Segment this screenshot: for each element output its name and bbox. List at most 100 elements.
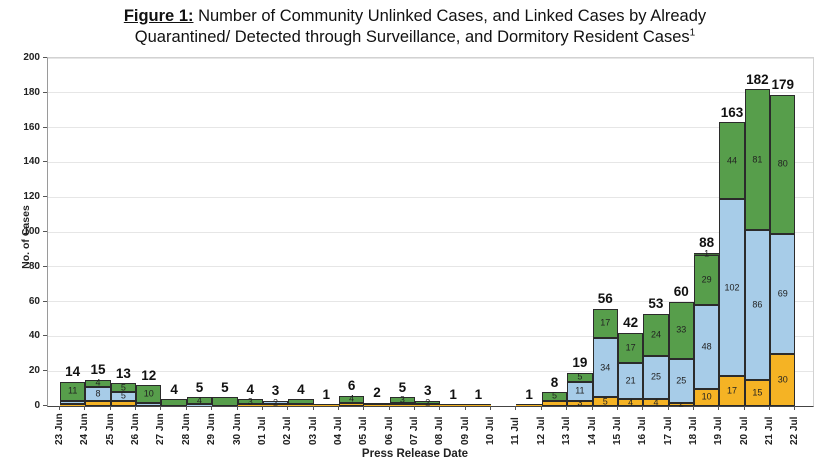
bar-segment-green: 2 xyxy=(415,398,441,407)
x-tick-mark xyxy=(109,406,111,410)
bar-segment-orange: 4 xyxy=(617,398,644,407)
bar-total-label: 4 xyxy=(246,381,254,397)
bar-segment-orange: 5 xyxy=(592,397,618,406)
segment-value-label: 2 xyxy=(425,397,431,408)
gridline xyxy=(48,266,813,268)
bar-segment-green: 3 xyxy=(237,397,263,406)
segment-value-label: 102 xyxy=(724,282,740,293)
y-tick-label: 120 xyxy=(23,191,40,203)
x-tick-mark xyxy=(287,406,289,410)
bar-segment-orange: 15 xyxy=(744,379,771,406)
bar-total-label: 88 xyxy=(699,235,715,251)
bar-segment-blue: 25 xyxy=(643,355,669,400)
bar-segment-green: 10 xyxy=(136,385,162,403)
x-tick-mark xyxy=(591,406,593,410)
bar-segment-orange xyxy=(85,400,111,406)
bar-total-label: 6 xyxy=(347,378,356,394)
bar-segment-orange xyxy=(389,404,416,406)
bar-segment-orange xyxy=(60,404,86,406)
bar-segment-blue: 86 xyxy=(744,230,771,380)
y-tick-label: 180 xyxy=(23,86,40,98)
x-tick-label: 15 Jul xyxy=(611,416,623,445)
bar-total-label: 5 xyxy=(398,379,407,395)
x-tick-mark xyxy=(337,406,339,410)
x-tick-mark xyxy=(693,406,694,410)
x-tick-label: 04 Jul xyxy=(332,416,344,445)
x-tick-label: 23 Jun xyxy=(54,413,65,445)
segment-value-label: 86 xyxy=(752,299,763,310)
bar-total-label: 5 xyxy=(221,379,229,395)
bar-segment-orange xyxy=(262,404,289,406)
bar-segment-orange xyxy=(415,404,441,406)
segment-value-label: 3 xyxy=(247,396,253,407)
bar-total-label: 1 xyxy=(322,386,331,402)
bar-total-label: 60 xyxy=(673,284,689,300)
x-tick-label: 30 Jun xyxy=(231,413,243,445)
bar-segment-green xyxy=(288,399,314,405)
bar-segment-green xyxy=(161,399,187,406)
bar-total-label: 56 xyxy=(597,291,613,307)
gridline xyxy=(48,335,813,337)
bar-total-label: 179 xyxy=(771,77,795,93)
segment-value-label: 3 xyxy=(577,397,583,408)
y-tick-label: 20 xyxy=(28,365,40,377)
x-tick-label: 10 Jul xyxy=(485,416,497,445)
x-tick-mark xyxy=(667,406,669,410)
bar-segment-green: 4 xyxy=(338,394,365,403)
x-tick-label: 12 Jul xyxy=(535,416,547,445)
bar-segment-green: 80 xyxy=(770,94,796,234)
bar-segment-blue: 69 xyxy=(770,233,796,354)
x-tick-label: 01 Jul xyxy=(256,416,268,445)
x-tick-mark xyxy=(135,406,137,410)
x-tick-label: 03 Jul xyxy=(307,416,319,445)
segment-value-label: 11 xyxy=(575,385,585,396)
x-tick-mark xyxy=(312,406,314,410)
gridline xyxy=(48,370,813,372)
x-tick-mark xyxy=(59,406,60,410)
bar-segment-orange xyxy=(516,404,542,406)
bar-total-label: 2 xyxy=(373,385,381,401)
x-tick-label: 02 Jul xyxy=(282,416,294,445)
bar-segment-orange xyxy=(465,404,492,406)
x-tick-mark xyxy=(616,406,618,410)
bar-segment-blue: 5 xyxy=(110,391,137,401)
bar-segment-green: 17 xyxy=(617,332,644,363)
y-tick-label: 80 xyxy=(28,260,40,272)
segment-value-label: 4 xyxy=(653,397,659,408)
segment-value-label: 17 xyxy=(600,317,611,328)
x-tick-mark xyxy=(642,406,644,410)
x-tick-mark xyxy=(490,406,492,410)
x-axis-title: Press Release Date xyxy=(361,448,469,460)
bar-segment-orange: 30 xyxy=(770,353,796,406)
x-tick-label: 25 Jun xyxy=(104,413,116,445)
segment-value-label: 29 xyxy=(701,274,712,285)
x-tick-label: 26 Jun xyxy=(130,413,142,445)
x-tick-label: 07 Jul xyxy=(409,416,421,445)
bar-segment-blue xyxy=(136,402,162,406)
y-tick-mark xyxy=(43,126,47,128)
bar-segment-orange xyxy=(338,402,365,406)
bar-segment-orange xyxy=(313,404,339,406)
bar-segment-orange xyxy=(288,404,314,406)
segment-value-label: 4 xyxy=(349,393,355,404)
segment-value-label: 5 xyxy=(552,390,558,401)
segment-value-label: 24 xyxy=(650,329,661,340)
x-tick-mark xyxy=(160,406,162,410)
bar-total-label: 3 xyxy=(423,383,432,399)
x-tick-mark xyxy=(718,406,720,410)
segment-value-label: 48 xyxy=(701,341,712,352)
bar-total-label: 3 xyxy=(271,383,280,399)
y-tick-mark xyxy=(43,231,47,232)
x-tick-mark xyxy=(388,406,390,410)
y-tick-mark xyxy=(43,370,47,372)
bar-segment-orange: 17 xyxy=(719,376,745,406)
segment-value-label: 69 xyxy=(777,288,788,299)
gridline xyxy=(48,231,813,233)
bar-segment-green xyxy=(364,402,390,405)
x-tick-label: 27 Jun xyxy=(155,413,167,445)
y-tick-mark xyxy=(43,57,47,58)
y-tick-label: 140 xyxy=(23,156,40,168)
x-tick-label: 19 Jul xyxy=(713,416,725,445)
x-tick-mark xyxy=(566,406,568,410)
